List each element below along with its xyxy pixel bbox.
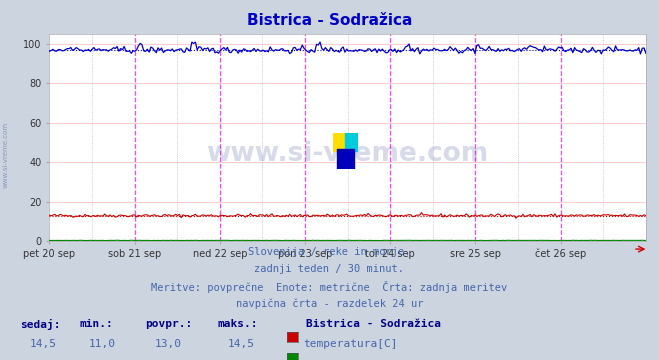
Text: 14,5: 14,5 [30, 339, 57, 350]
Text: temperatura[C]: temperatura[C] [303, 339, 397, 350]
Text: zadnji teden / 30 minut.: zadnji teden / 30 minut. [254, 264, 405, 274]
Text: navpična črta - razdelek 24 ur: navpična črta - razdelek 24 ur [236, 298, 423, 309]
Text: Bistrica - Sodražica: Bistrica - Sodražica [306, 319, 442, 329]
Text: Meritve: povprečne  Enote: metrične  Črta: zadnja meritev: Meritve: povprečne Enote: metrične Črta:… [152, 281, 507, 293]
Bar [337, 149, 354, 169]
Text: Slovenija / reke in morje.: Slovenija / reke in morje. [248, 247, 411, 257]
Bar [333, 133, 345, 151]
Text: min.:: min.: [79, 319, 113, 329]
Text: sedaj:: sedaj: [20, 319, 60, 330]
Text: maks.:: maks.: [217, 319, 258, 329]
Text: 14,5: 14,5 [227, 339, 254, 350]
Bar [345, 133, 358, 151]
Text: 11,0: 11,0 [89, 339, 116, 350]
Text: www.si-vreme.com: www.si-vreme.com [2, 122, 9, 188]
Text: www.si-vreme.com: www.si-vreme.com [206, 141, 489, 167]
Text: Bistrica - Sodražica: Bistrica - Sodražica [247, 13, 412, 28]
Text: 13,0: 13,0 [155, 339, 182, 350]
Text: povpr.:: povpr.: [145, 319, 192, 329]
